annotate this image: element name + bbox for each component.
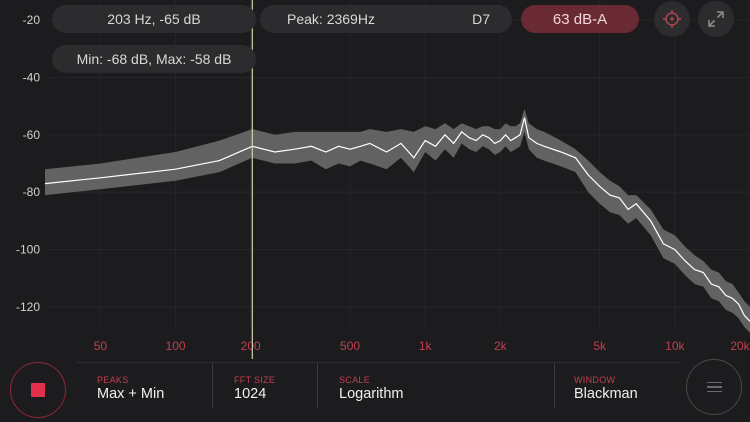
x-tick-label: 50	[94, 339, 108, 353]
y-tick-label: -80	[23, 185, 41, 199]
stop-icon	[31, 383, 45, 397]
x-tick-label: 2k	[494, 339, 508, 353]
min-max-text: Min: -68 dB, Max: -58 dB	[76, 51, 232, 67]
x-tick-label: 1k	[419, 339, 433, 353]
crosshair-button[interactable]	[654, 1, 690, 37]
bottom-bar-divider	[76, 362, 680, 363]
x-tick-label: 20k	[730, 339, 750, 353]
settings-bar: PEAKS Max + Min FFT SIZE 1024 SCALE Loga…	[76, 363, 680, 422]
y-tick-label: -40	[23, 70, 41, 84]
setting-scale[interactable]: SCALE Logarithm	[318, 363, 554, 422]
setting-divider	[212, 363, 213, 408]
setting-peaks[interactable]: PEAKS Max + Min	[76, 363, 212, 422]
expand-button[interactable]	[698, 1, 734, 37]
setting-window[interactable]: WINDOW Blackman	[553, 363, 680, 422]
y-tick-label: -100	[16, 243, 40, 257]
setting-label: SCALE	[339, 375, 371, 385]
setting-label: WINDOW	[574, 375, 616, 385]
x-tick-label: 200	[241, 339, 261, 353]
spectrum-line	[44, 117, 750, 322]
y-tick-label: -20	[23, 13, 41, 27]
setting-fft-size[interactable]: FFT SIZE 1024	[213, 363, 317, 422]
menu-icon	[706, 390, 722, 393]
setting-label: FFT SIZE	[234, 375, 276, 385]
setting-divider	[554, 363, 555, 408]
record-button[interactable]	[10, 362, 66, 418]
peak-readout: Peak: 2369Hz D7	[260, 5, 512, 33]
y-tick-label: -60	[23, 128, 41, 142]
peak-note-text: D7	[472, 11, 490, 27]
min-max-band	[45, 109, 750, 333]
setting-value: Blackman	[574, 386, 638, 402]
setting-value: 1024	[234, 386, 267, 402]
crosshair-icon	[663, 10, 681, 28]
cursor-readout-text: 203 Hz, -65 dB	[107, 11, 201, 27]
setting-value: Logarithm	[339, 386, 404, 402]
level-badge[interactable]: 63 dB-A	[521, 5, 639, 33]
x-tick-label: 100	[166, 339, 186, 353]
menu-icon	[706, 381, 722, 384]
x-tick-label: 5k	[593, 339, 607, 353]
menu-icon	[706, 386, 722, 388]
peak-frequency-text: Peak: 2369Hz	[287, 11, 375, 27]
menu-button[interactable]	[686, 359, 742, 415]
cursor-readout: 203 Hz, -65 dB	[52, 5, 256, 33]
expand-icon	[708, 11, 724, 27]
setting-label: PEAKS	[97, 375, 129, 385]
x-tick-label: 500	[340, 339, 360, 353]
x-tick-label: 10k	[665, 339, 685, 353]
min-max-readout: Min: -68 dB, Max: -58 dB	[52, 45, 256, 73]
setting-value: Max + Min	[97, 386, 165, 402]
y-tick-label: -120	[16, 300, 40, 314]
level-text: 63 dB-A	[552, 10, 608, 28]
setting-divider	[317, 363, 318, 408]
